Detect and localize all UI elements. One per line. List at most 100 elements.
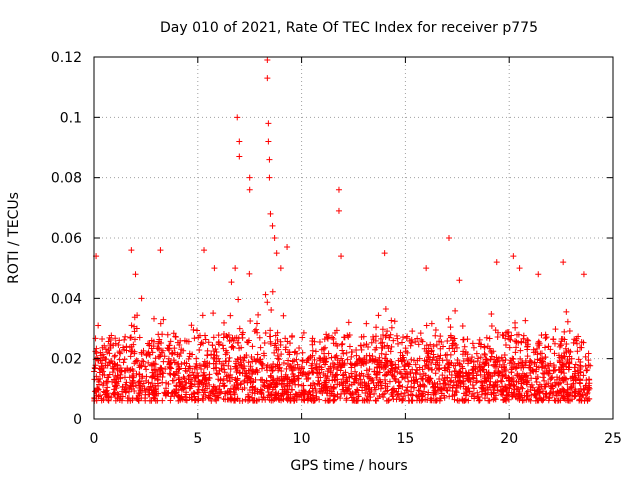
data-point (167, 397, 174, 404)
data-point (193, 360, 200, 367)
data-point (501, 351, 508, 358)
data-point (236, 138, 243, 145)
data-point (146, 397, 153, 404)
data-point (230, 344, 237, 351)
data-point (231, 391, 238, 398)
data-point (508, 369, 515, 376)
data-point (488, 310, 495, 317)
data-point (145, 349, 152, 356)
data-point (586, 385, 593, 392)
data-point (235, 384, 242, 391)
data-point (508, 376, 515, 383)
data-point (230, 337, 237, 344)
data-point (344, 378, 351, 385)
data-point (117, 374, 124, 381)
data-point (113, 380, 120, 387)
data-point (548, 382, 555, 389)
data-point (169, 389, 176, 396)
data-point (138, 350, 145, 357)
data-point (419, 392, 426, 399)
data-point (280, 312, 287, 319)
data-point (585, 362, 592, 369)
data-point (382, 388, 389, 395)
data-point (339, 372, 346, 379)
data-point (224, 333, 231, 340)
data-point (199, 377, 206, 384)
data-point (556, 380, 563, 387)
data-point (582, 383, 589, 390)
data-point (267, 338, 274, 345)
data-point (563, 363, 570, 370)
data-point (254, 320, 261, 327)
data-point (520, 377, 527, 384)
data-point (330, 364, 337, 371)
data-point (332, 372, 339, 379)
data-point (383, 351, 390, 358)
data-point (215, 386, 222, 393)
data-point (485, 362, 492, 369)
data-point (228, 337, 235, 344)
data-point (388, 391, 395, 398)
data-point (326, 377, 333, 384)
data-point (535, 338, 542, 345)
data-point (385, 369, 392, 376)
data-point (512, 324, 519, 331)
data-point (136, 371, 143, 378)
data-point (185, 338, 192, 345)
data-point (399, 395, 406, 402)
data-point (388, 317, 395, 324)
data-point (316, 355, 323, 362)
data-point (216, 341, 223, 348)
data-point (542, 335, 549, 342)
data-point (403, 335, 410, 342)
data-point (572, 376, 579, 383)
data-point (406, 361, 413, 368)
data-point (545, 343, 552, 350)
data-point (149, 380, 156, 387)
data-point (571, 336, 578, 343)
data-point (503, 375, 510, 382)
data-point (353, 347, 360, 354)
data-point (323, 331, 330, 338)
data-point (152, 355, 159, 362)
data-point (512, 338, 519, 345)
y-tick-label: 0.12 (51, 50, 82, 66)
data-point (272, 340, 279, 347)
data-point (105, 396, 112, 403)
data-point (170, 371, 177, 378)
data-point (417, 383, 424, 390)
data-point (121, 356, 128, 363)
data-point (246, 394, 253, 401)
data-point (324, 386, 331, 393)
data-point (552, 326, 559, 333)
data-point (523, 390, 530, 397)
data-point (464, 336, 471, 343)
data-point (183, 391, 190, 398)
data-point (182, 379, 189, 386)
data-point (95, 386, 102, 393)
data-point (196, 362, 203, 369)
data-point (338, 364, 345, 371)
data-point (206, 371, 213, 378)
data-point (151, 375, 158, 382)
data-point (551, 363, 558, 370)
data-point (224, 389, 231, 396)
data-point (318, 366, 325, 373)
data-point (510, 253, 517, 260)
data-point (274, 362, 281, 369)
data-point (244, 379, 251, 386)
data-point (152, 397, 159, 404)
data-point (574, 340, 581, 347)
data-point (551, 340, 558, 347)
data-point (372, 397, 379, 404)
data-point (414, 378, 421, 385)
data-point (415, 387, 422, 394)
data-point (316, 380, 323, 387)
data-point (264, 367, 271, 374)
data-point (387, 348, 394, 355)
data-point (522, 317, 529, 324)
data-point (293, 350, 300, 357)
data-point (162, 390, 169, 397)
data-point (153, 390, 160, 397)
data-point (151, 315, 158, 322)
